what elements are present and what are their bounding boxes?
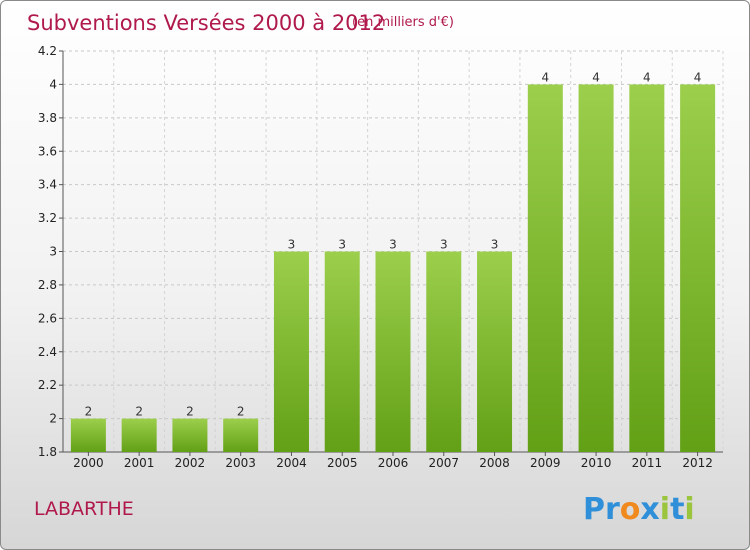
data-label-2007: 3 [440, 238, 448, 252]
bar-2000 [70, 418, 106, 452]
logo-letter: i [684, 492, 694, 527]
data-label-2003: 2 [237, 405, 245, 419]
bar-2008 [477, 251, 513, 452]
bars [70, 84, 716, 453]
x-tick-label-2009: 2009 [530, 456, 561, 470]
bar-2001 [121, 418, 157, 452]
data-label-2002: 2 [186, 405, 194, 419]
logo-letter: x [640, 492, 659, 527]
y-tick-label: 3 [49, 245, 57, 259]
x-tick-label-2005: 2005 [327, 456, 358, 470]
logo-letter: P [583, 492, 605, 527]
y-tick-label: 3.8 [38, 111, 57, 125]
x-tick-label-2000: 2000 [73, 456, 104, 470]
bar-2006 [375, 251, 411, 452]
y-tick-label: 3.4 [38, 178, 57, 192]
y-tick-label: 2.4 [38, 345, 57, 359]
y-tick-label: 2 [49, 412, 57, 426]
logo-letter: o [620, 492, 641, 527]
x-tick-label-2011: 2011 [632, 456, 663, 470]
x-axis-ticks: 2000 2001 2002 2003 2004 2005 2006 2007 2008 2009… [73, 452, 713, 470]
bar-2012 [680, 84, 716, 453]
data-label-2009: 4 [541, 70, 549, 84]
unit-label: (en milliers d'€) [352, 15, 454, 30]
y-tick-label: 2.2 [38, 378, 57, 392]
x-tick-label-2008: 2008 [479, 456, 510, 470]
bar-2005 [324, 251, 360, 452]
data-label-2001: 2 [135, 405, 143, 419]
x-tick-label-2006: 2006 [378, 456, 409, 470]
x-tick-label-2001: 2001 [124, 456, 155, 470]
y-tick-label: 4.2 [38, 44, 57, 58]
x-tick-label-2007: 2007 [428, 456, 459, 470]
x-tick-label-2010: 2010 [581, 456, 612, 470]
bar-2011 [629, 84, 665, 453]
data-label-2004: 3 [288, 238, 296, 252]
y-tick-label: 3.6 [38, 144, 57, 158]
x-tick-label-2002: 2002 [175, 456, 206, 470]
y-tick-label: 1.8 [38, 445, 57, 459]
data-label-2012: 4 [694, 70, 702, 84]
data-label-2011: 4 [643, 70, 651, 84]
grid [62, 50, 724, 452]
data-label-2006: 3 [389, 238, 397, 252]
commune-name: LABARTHE [34, 498, 134, 520]
data-label-2010: 4 [592, 70, 600, 84]
bar-2007 [426, 251, 462, 452]
logo-letter: i [660, 492, 670, 527]
bar-2002 [172, 418, 208, 452]
y-axis-ticks: 1.8 2 2.2 2.4 2.6 2.8 3 3.2 3.4 3.6 3.8 4 4.2 [38, 44, 63, 459]
logo-letter: r [605, 492, 620, 527]
data-label-2000: 2 [85, 405, 93, 419]
x-tick-label-2004: 2004 [276, 456, 307, 470]
bar-2009 [527, 84, 563, 453]
y-tick-label: 2.8 [38, 278, 57, 292]
proxiti-logo: Proxiti [583, 492, 695, 527]
bar-2010 [578, 84, 614, 453]
y-tick-label: 2.6 [38, 311, 57, 325]
data-label-2005: 3 [338, 238, 346, 252]
chart-title: Subventions Versées 2000 à 2012 [27, 11, 385, 35]
logo-letter: t [670, 492, 684, 527]
data-labels: 2 2 2 2 3 3 3 3 3 4 4 4 4 [85, 70, 702, 418]
x-tick-label-2003: 2003 [225, 456, 256, 470]
y-tick-label: 4 [49, 77, 57, 91]
data-label-2008: 3 [491, 238, 499, 252]
x-tick-label-2012: 2012 [682, 456, 713, 470]
y-tick-label: 3.2 [38, 211, 57, 225]
bar-2004 [273, 251, 309, 452]
bar-2003 [223, 418, 259, 452]
